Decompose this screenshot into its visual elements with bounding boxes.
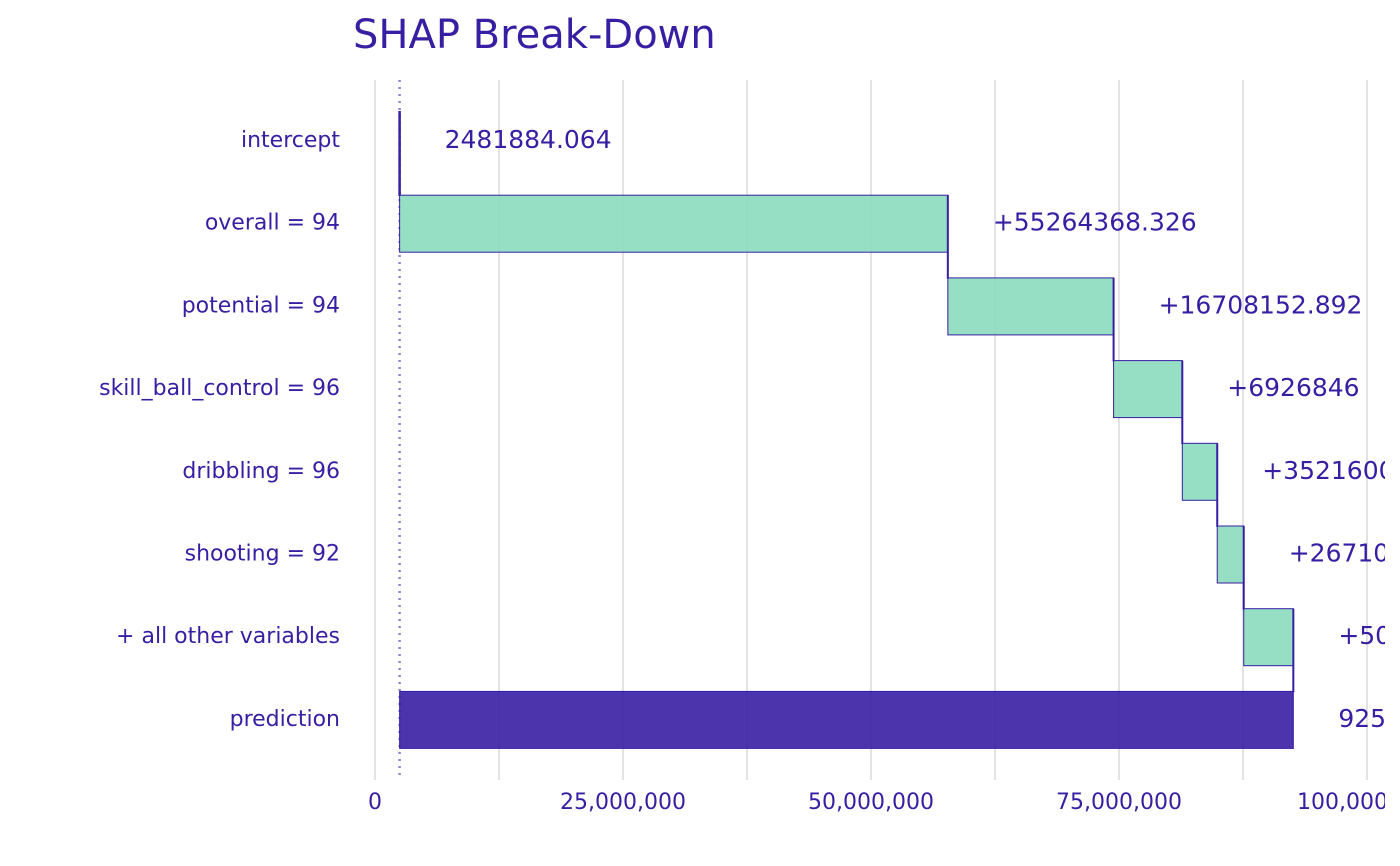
contribution-bar <box>947 277 1115 336</box>
category-label: prediction <box>230 707 340 732</box>
x-tick-label: 0 <box>368 790 382 815</box>
x-tick-label: 25,000,000 <box>560 790 686 815</box>
value-label: +6926846 <box>1227 373 1359 402</box>
value-label: 92574000 <box>1338 704 1400 733</box>
contribution-bar <box>1216 525 1245 584</box>
contribution-bar <box>1181 442 1218 501</box>
value-label: +55264368.326 <box>993 208 1197 237</box>
contribution-bar <box>1113 360 1183 419</box>
contribution-bar <box>399 194 949 253</box>
plot-area: 0 25,000,000 50,000,000 75,000,000 100,000,0… <box>99 80 1400 815</box>
prediction-bar <box>399 690 1294 749</box>
category-label: skill_ball_control = 96 <box>99 376 340 401</box>
value-label: +5000000 <box>1338 621 1400 650</box>
x-tick-label: 100,000,000 <box>1297 790 1400 815</box>
chart-title: SHAP Break-Down <box>353 12 716 58</box>
category-label: shooting = 92 <box>185 542 340 567</box>
value-label: +16708152.892 <box>1159 290 1363 319</box>
x-tick-label: 75,000,000 <box>1056 790 1182 815</box>
category-label: potential = 94 <box>182 293 340 318</box>
category-label: + all other variables <box>116 624 340 649</box>
x-tick-label: 50,000,000 <box>808 790 934 815</box>
category-label: intercept <box>241 128 340 153</box>
value-label: 2481884.064 <box>445 125 612 154</box>
category-label: dribbling = 96 <box>182 459 340 484</box>
category-label: overall = 94 <box>205 211 340 236</box>
contribution-bar <box>1243 608 1294 667</box>
value-label: +3521600 <box>1262 456 1394 485</box>
value-label: +2671000 <box>1289 539 1400 568</box>
